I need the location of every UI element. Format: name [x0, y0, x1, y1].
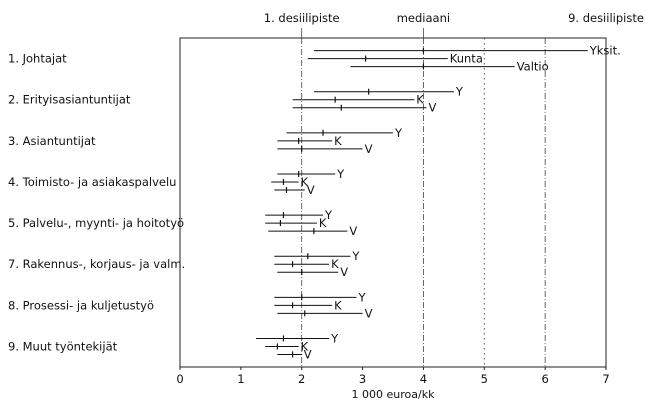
category-label-6: 8. Prosessi- ja kuljetustyö	[8, 298, 154, 312]
category-labels: 1. Johtajat 2. Erityisasiantuntijat 3. Asi…	[8, 52, 185, 354]
range-label-7-1: K	[301, 339, 309, 353]
range-6-0: Y	[274, 290, 366, 304]
category-label-7: 9. Muut työntekijät	[8, 339, 118, 353]
range-0-1: Kunta	[307, 52, 483, 66]
range-label-1-0: Y	[455, 85, 464, 99]
range-2-2: V	[277, 142, 373, 156]
x-axis-ticks: 0 1 2 3 4 5 6 7	[176, 367, 610, 386]
range-label-2-1: K	[334, 134, 342, 148]
header-label-2: 9. desiilipiste	[568, 11, 644, 25]
range-label-4-0: Y	[324, 208, 333, 222]
category-label-4: 5. Palvelu-, myynti- ja hoitotyö	[8, 216, 184, 230]
range-6-1: K	[274, 298, 342, 312]
range-label-4-1: K	[319, 216, 327, 230]
range-label-6-2: V	[365, 306, 373, 320]
reference-lines	[301, 38, 546, 367]
x-tick-label-2: 2	[298, 372, 305, 386]
x-tick-label-4: 4	[420, 372, 427, 386]
range-label-5-2: V	[340, 265, 348, 279]
range-3-2: V	[274, 183, 315, 197]
range-7-0: Y	[256, 331, 339, 345]
range-label-1-1: K	[416, 93, 424, 107]
range-label-2-0: Y	[394, 126, 403, 140]
range-label-3-0: Y	[336, 167, 345, 181]
range-0-2: Valtio	[350, 60, 549, 74]
category-label-3: 4. Toimisto- ja asiakaspalvelu	[8, 175, 176, 189]
header-labels: 1. desiilipiste mediaani 9. desiilipiste	[264, 11, 644, 38]
category-label-5: 7. Rakennus-, korjaus- ja valm.	[8, 257, 185, 271]
range-4-1: K	[265, 216, 327, 230]
range-label-7-2: V	[304, 347, 312, 361]
range-label-3-1: K	[301, 175, 309, 189]
range-3-0: Y	[277, 167, 345, 181]
range-7-1: K	[265, 339, 309, 353]
range-label-5-0: Y	[351, 249, 360, 263]
header-label-0: 1. desiilipiste	[264, 11, 340, 25]
range-1-2: V	[292, 101, 436, 115]
range-label-5-1: K	[331, 257, 339, 271]
range-7-2: V	[277, 347, 312, 361]
range-label-1-2: V	[428, 101, 436, 115]
x-tick-label-1: 1	[237, 372, 244, 386]
range-label-0-2: Valtio	[517, 60, 549, 74]
x-tick-label-0: 0	[176, 372, 183, 386]
range-label-4-2: V	[349, 224, 357, 238]
x-axis-title: 1 000 euroa/kk	[352, 388, 436, 401]
x-tick-label-7: 7	[602, 372, 609, 386]
range-label-0-0: Yksit.	[589, 44, 621, 58]
range-1-1: K	[292, 93, 424, 107]
range-3-1: K	[271, 175, 309, 189]
range-1-0: Y	[313, 85, 464, 99]
range-label-6-1: K	[334, 298, 342, 312]
range-label-0-1: Kunta	[450, 52, 483, 66]
range-label-3-2: V	[307, 183, 315, 197]
range-6-2: V	[277, 306, 373, 320]
category-label-1: 2. Erityisasiantuntijat	[8, 93, 131, 107]
range-4-0: Y	[265, 208, 333, 222]
x-tick-label-6: 6	[541, 372, 548, 386]
range-label-7-0: Y	[330, 331, 339, 345]
x-tick-label-5: 5	[481, 372, 488, 386]
range-5-0: Y	[274, 249, 360, 263]
range-4-2: V	[268, 224, 357, 238]
header-label-1: mediaani	[397, 11, 450, 25]
range-2-0: Y	[286, 126, 403, 140]
range-5-1: K	[274, 257, 339, 271]
range-0-0: Yksit.	[313, 44, 621, 58]
x-tick-label-3: 3	[359, 372, 366, 386]
category-label-2: 3. Asiantuntijat	[8, 134, 96, 148]
range-label-6-0: Y	[357, 290, 366, 304]
category-label-0: 1. Johtajat	[8, 52, 67, 66]
range-label-2-2: V	[365, 142, 373, 156]
plot-frame	[179, 37, 607, 368]
range-5-2: V	[277, 265, 348, 279]
range-2-1: K	[277, 134, 342, 148]
